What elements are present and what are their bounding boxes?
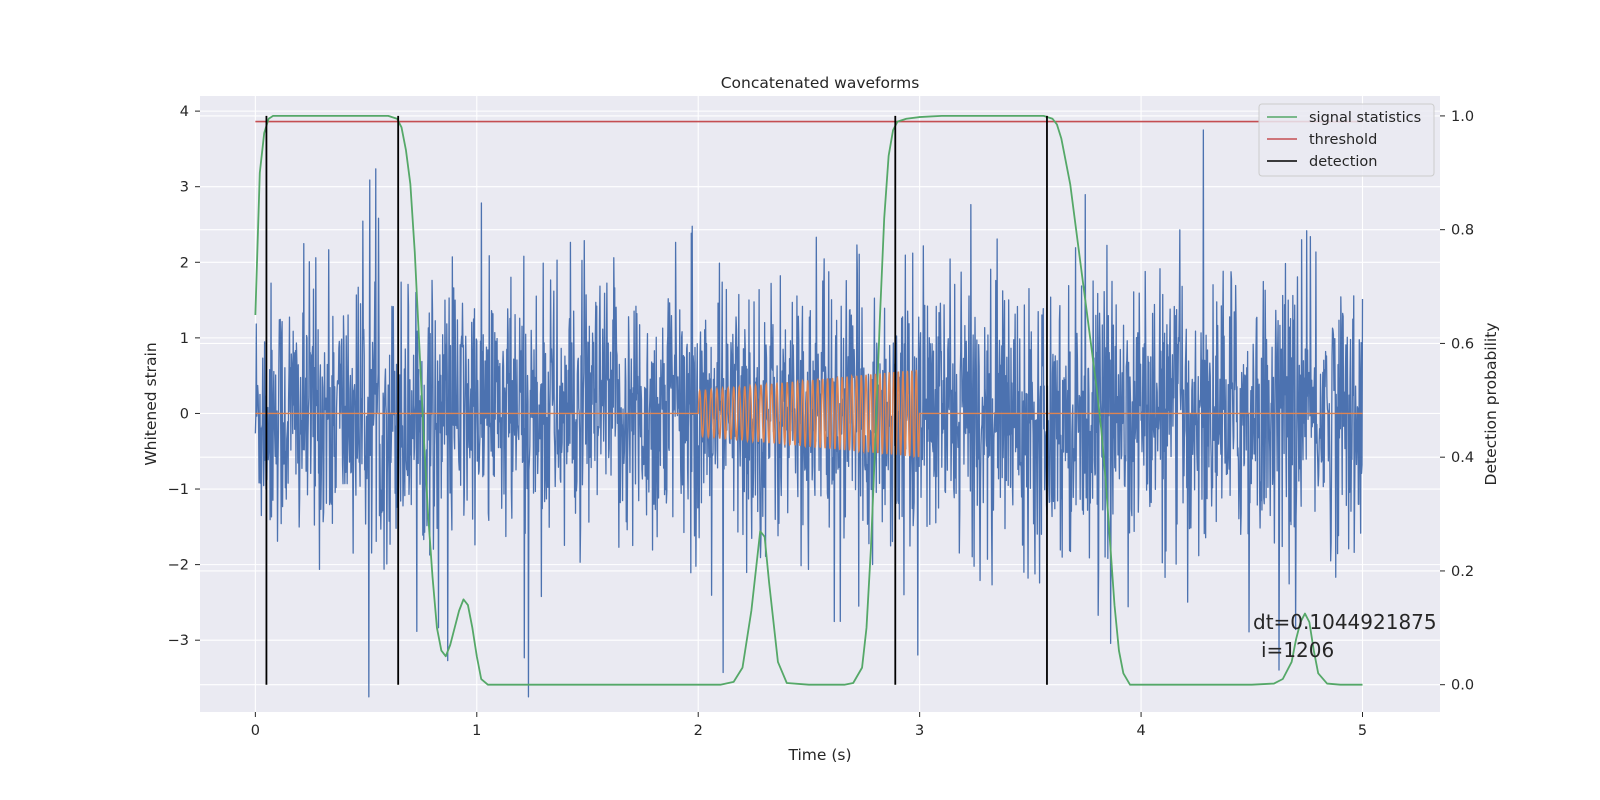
annotation-dt: dt=0.1044921875	[1253, 610, 1437, 634]
injected-chirp-line	[255, 369, 1363, 459]
y-tick-label: 3	[180, 180, 189, 196]
y-tick-label: 0	[180, 406, 189, 422]
y-tick-labels: −3 −2 −1 0 1 2 3 4	[168, 104, 200, 649]
x-tick-label: 3	[915, 723, 924, 739]
chart-title: Concatenated waveforms	[721, 74, 920, 92]
right-y-tick-label: 1.0	[1451, 109, 1474, 125]
x-tick-label: 2	[694, 723, 703, 739]
right-y-tick-label: 0.0	[1451, 678, 1474, 694]
right-y-tick-label: 0.6	[1451, 336, 1474, 352]
y-axis-label: Whitened strain	[142, 342, 160, 465]
legend-label-detection: detection	[1309, 154, 1377, 170]
right-y-tick-labels: 0.0 0.2 0.4 0.6 0.8 1.0	[1440, 109, 1474, 694]
y-tick-label: 4	[180, 104, 189, 120]
y-tick-label: −3	[168, 633, 189, 649]
legend: signal statistics threshold detection	[1258, 103, 1435, 177]
x-tick-label: 1	[472, 723, 481, 739]
signal-statistics-line	[254, 115, 1363, 686]
right-y-tick-label: 0.4	[1451, 450, 1474, 466]
x-tick-label: 4	[1136, 723, 1145, 739]
y-tick-label: 1	[180, 331, 189, 347]
legend-frame	[1258, 103, 1435, 177]
annotation-index: i=1206	[1261, 638, 1334, 662]
y-tick-label: −2	[168, 558, 189, 574]
right-y-axis-label: Detection probability	[1482, 323, 1500, 486]
y-tick-label: −1	[168, 482, 189, 498]
legend-label-threshold: threshold	[1309, 132, 1377, 148]
x-axis-label: Time (s)	[787, 746, 851, 764]
right-y-tick-label: 0.2	[1451, 564, 1474, 580]
series-layer	[254, 115, 1364, 698]
legend-label-signal-statistics: signal statistics	[1309, 110, 1421, 126]
y-tick-label: 2	[180, 255, 189, 271]
x-tick-label: 5	[1358, 723, 1367, 739]
x-tick-label: 0	[251, 723, 260, 739]
right-y-tick-label: 0.8	[1451, 223, 1474, 239]
x-tick-labels: 0 1 2 3 4 5	[251, 712, 1367, 739]
